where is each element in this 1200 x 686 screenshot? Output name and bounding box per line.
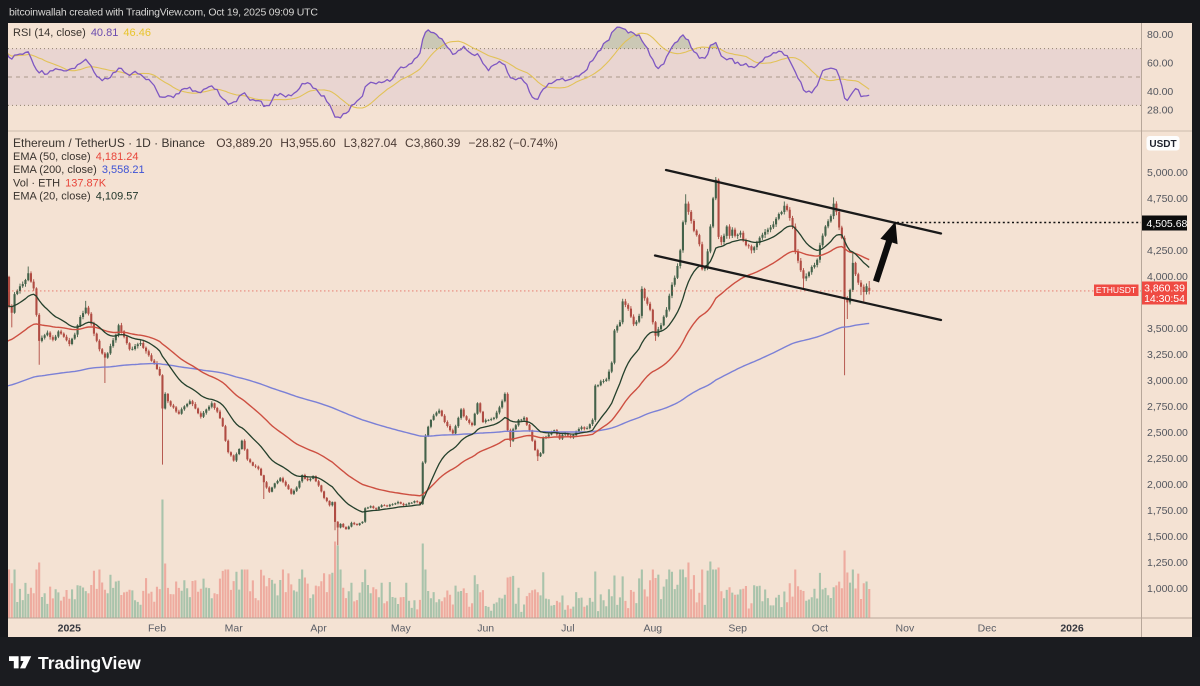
svg-text:28.00: 28.00 [1147,105,1173,117]
svg-text:TradingView: TradingView [38,653,141,673]
svg-text:2025: 2025 [58,623,82,635]
svg-text:4,000.00: 4,000.00 [1147,271,1188,283]
svg-text:1,500.00: 1,500.00 [1147,531,1188,543]
svg-text:Dec: Dec [978,623,997,635]
svg-text:Oct: Oct [812,623,828,635]
svg-text:80.00: 80.00 [1147,29,1173,41]
svg-text:2026: 2026 [1060,623,1084,635]
svg-text:3,500.00: 3,500.00 [1147,323,1188,335]
svg-text:May: May [391,623,412,635]
svg-text:Jul: Jul [561,623,574,635]
svg-text:5,000.00: 5,000.00 [1147,167,1188,179]
svg-text:EMA (20, close) 4,109.57: EMA (20, close) 4,109.57 [13,191,139,203]
svg-text:1,750.00: 1,750.00 [1147,505,1188,517]
svg-text:Aug: Aug [643,623,662,635]
svg-text:3,000.00: 3,000.00 [1147,375,1188,387]
svg-text:2,250.00: 2,250.00 [1147,453,1188,465]
svg-text:4,750.00: 4,750.00 [1147,193,1188,205]
svg-text:Feb: Feb [148,623,166,635]
svg-text:60.00: 60.00 [1147,57,1173,69]
svg-text:2,500.00: 2,500.00 [1147,427,1188,439]
svg-text:Vol · ETH 137.87K: Vol · ETH 137.87K [13,177,107,189]
svg-text:4,505.68: 4,505.68 [1147,218,1188,230]
svg-text:USDT: USDT [1149,139,1176,150]
svg-text:Nov: Nov [896,623,915,635]
svg-text:Mar: Mar [225,623,244,635]
svg-text:bitcoinwallah created with Tra: bitcoinwallah created with TradingView.c… [9,7,318,19]
svg-text:2,000.00: 2,000.00 [1147,479,1188,491]
svg-text:4,250.00: 4,250.00 [1147,245,1188,257]
svg-text:Jun: Jun [477,623,494,635]
svg-text:ETHUSDT: ETHUSDT [1096,285,1136,295]
svg-text:Sep: Sep [728,623,747,635]
svg-text:EMA (200, close) 3,558.21: EMA (200, close) 3,558.21 [13,164,145,176]
svg-text:EMA (50, close) 4,181.24: EMA (50, close) 4,181.24 [13,151,139,163]
svg-text:14:30:54: 14:30:54 [1144,293,1185,305]
svg-text:1,000.00: 1,000.00 [1147,583,1188,595]
svg-text:RSI (14, close) 40.81 46.46: RSI (14, close) 40.81 46.46 [13,27,151,39]
svg-text:1,250.00: 1,250.00 [1147,557,1188,569]
svg-text:2,750.00: 2,750.00 [1147,401,1188,413]
svg-text:Apr: Apr [310,623,327,635]
svg-text:Ethereum / TetherUS · 1D · Bin: Ethereum / TetherUS · 1D · Binance O3,88… [13,136,558,150]
svg-text:40.00: 40.00 [1147,86,1173,98]
svg-text:3,860.39: 3,860.39 [1144,282,1185,294]
svg-text:3,250.00: 3,250.00 [1147,349,1188,361]
